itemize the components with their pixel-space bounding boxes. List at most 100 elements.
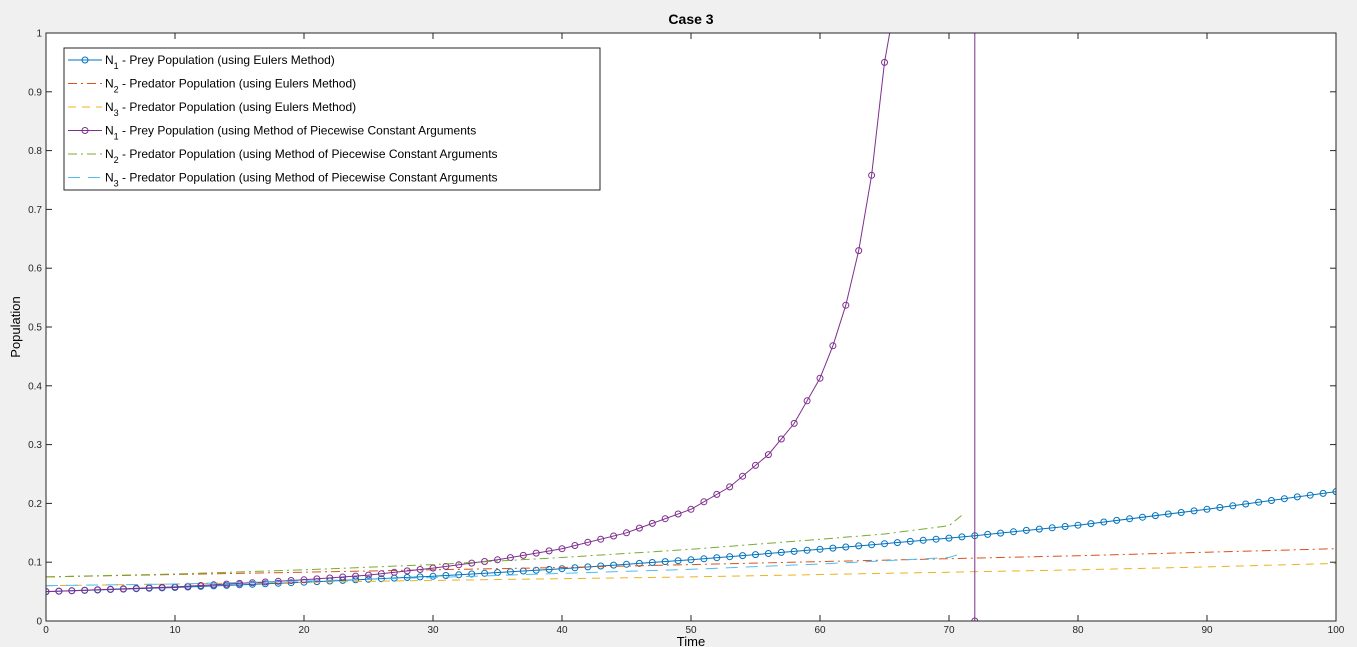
series-marker — [274, 579, 282, 587]
y-tick-label: 0.8 — [28, 146, 42, 157]
series-marker — [158, 583, 166, 591]
series-marker — [1229, 502, 1237, 510]
y-tick-label: 0.7 — [28, 205, 42, 216]
series-marker — [326, 574, 334, 582]
series-marker — [855, 542, 863, 550]
series-marker — [287, 577, 295, 584]
series-marker — [365, 571, 372, 579]
series-marker — [339, 573, 347, 581]
series-marker — [1164, 510, 1172, 518]
x-tick-label: 100 — [1328, 625, 1345, 636]
series-marker — [816, 545, 824, 553]
x-tick-label: 10 — [169, 625, 181, 636]
series-marker — [584, 538, 592, 546]
series-line — [46, 562, 1336, 587]
series-marker — [906, 537, 914, 545]
series-marker — [558, 565, 566, 573]
series-marker — [1100, 518, 1108, 526]
series-marker — [1113, 516, 1121, 524]
y-tick-label: 1 — [36, 29, 42, 40]
series-marker — [1190, 507, 1198, 515]
series-marker — [1010, 528, 1017, 536]
series-marker — [1332, 488, 1336, 496]
series-line — [46, 514, 963, 578]
series-marker — [648, 519, 656, 527]
series-5 — [46, 514, 963, 578]
series-marker — [868, 171, 876, 179]
series-marker — [55, 587, 63, 595]
series-marker — [1139, 513, 1146, 521]
x-tick-label: 0 — [43, 625, 49, 636]
y-tick-label: 0.9 — [28, 87, 42, 98]
y-tick-label: 0.1 — [28, 558, 42, 569]
series-marker — [687, 556, 695, 564]
series-marker — [94, 586, 102, 594]
series-3 — [46, 562, 1336, 587]
series-marker — [1048, 524, 1056, 532]
series-marker — [481, 569, 489, 577]
series-marker — [597, 562, 605, 570]
series-marker — [1087, 520, 1095, 528]
x-tick-label: 60 — [814, 625, 826, 636]
legend-entry-label: N3 - Predator Population (using Method o… — [105, 171, 498, 189]
series-marker — [777, 435, 785, 443]
series-marker — [713, 490, 721, 498]
series-marker — [81, 586, 89, 594]
series-marker — [623, 529, 630, 537]
series-marker — [545, 565, 553, 573]
series-marker — [545, 547, 553, 555]
series-marker — [132, 584, 140, 592]
series-marker — [210, 581, 218, 589]
series-marker — [803, 546, 811, 554]
x-axis-label: Time — [677, 634, 705, 647]
series-marker — [674, 557, 682, 565]
series-marker — [313, 575, 321, 583]
series-marker — [429, 572, 437, 580]
series-marker — [881, 540, 888, 548]
series-marker — [597, 535, 605, 543]
series-marker — [610, 532, 618, 540]
series-marker — [842, 301, 850, 309]
series-marker — [687, 505, 695, 513]
series-marker — [300, 576, 308, 584]
y-tick-label: 0.6 — [28, 264, 42, 275]
series-marker — [1293, 493, 1301, 501]
series-marker — [713, 554, 721, 562]
series-marker — [223, 580, 231, 588]
chart-title: Case 3 — [668, 11, 713, 27]
series-marker — [1255, 498, 1263, 506]
legend-entry-label: N3 - Predator Population (using Eulers M… — [105, 100, 356, 118]
series-marker — [468, 570, 476, 578]
series-marker — [777, 548, 785, 556]
y-tick-label: 0.5 — [28, 323, 42, 334]
legend-entry-label: N1 - Prey Population (using Eulers Metho… — [105, 53, 335, 71]
x-tick-label: 30 — [427, 625, 439, 636]
x-tick-label: 70 — [943, 625, 955, 636]
series-marker — [868, 541, 876, 549]
series-marker — [532, 566, 540, 574]
series-marker — [571, 542, 579, 549]
plot-border — [45, 32, 1337, 622]
series-line — [46, 548, 1336, 578]
series-marker — [610, 561, 618, 569]
series-marker — [1268, 497, 1275, 504]
series-line — [46, 491, 1336, 593]
series-marker — [1126, 515, 1134, 523]
series-marker — [1151, 512, 1159, 520]
series-marker — [1203, 505, 1211, 513]
series-marker — [1216, 504, 1224, 511]
series-marker — [971, 617, 979, 621]
series-marker — [790, 419, 798, 427]
series-marker — [752, 461, 759, 469]
series-marker — [700, 555, 708, 563]
series-marker — [519, 551, 527, 559]
series-marker — [1242, 500, 1250, 508]
y-tick-label: 0.4 — [28, 381, 42, 392]
series-marker — [1035, 525, 1043, 533]
series-6 — [46, 552, 963, 587]
series-marker — [997, 529, 1005, 537]
series-marker — [958, 533, 966, 541]
series-marker — [661, 515, 669, 523]
y-axis-label: Population — [8, 296, 23, 357]
series-marker — [984, 530, 992, 538]
